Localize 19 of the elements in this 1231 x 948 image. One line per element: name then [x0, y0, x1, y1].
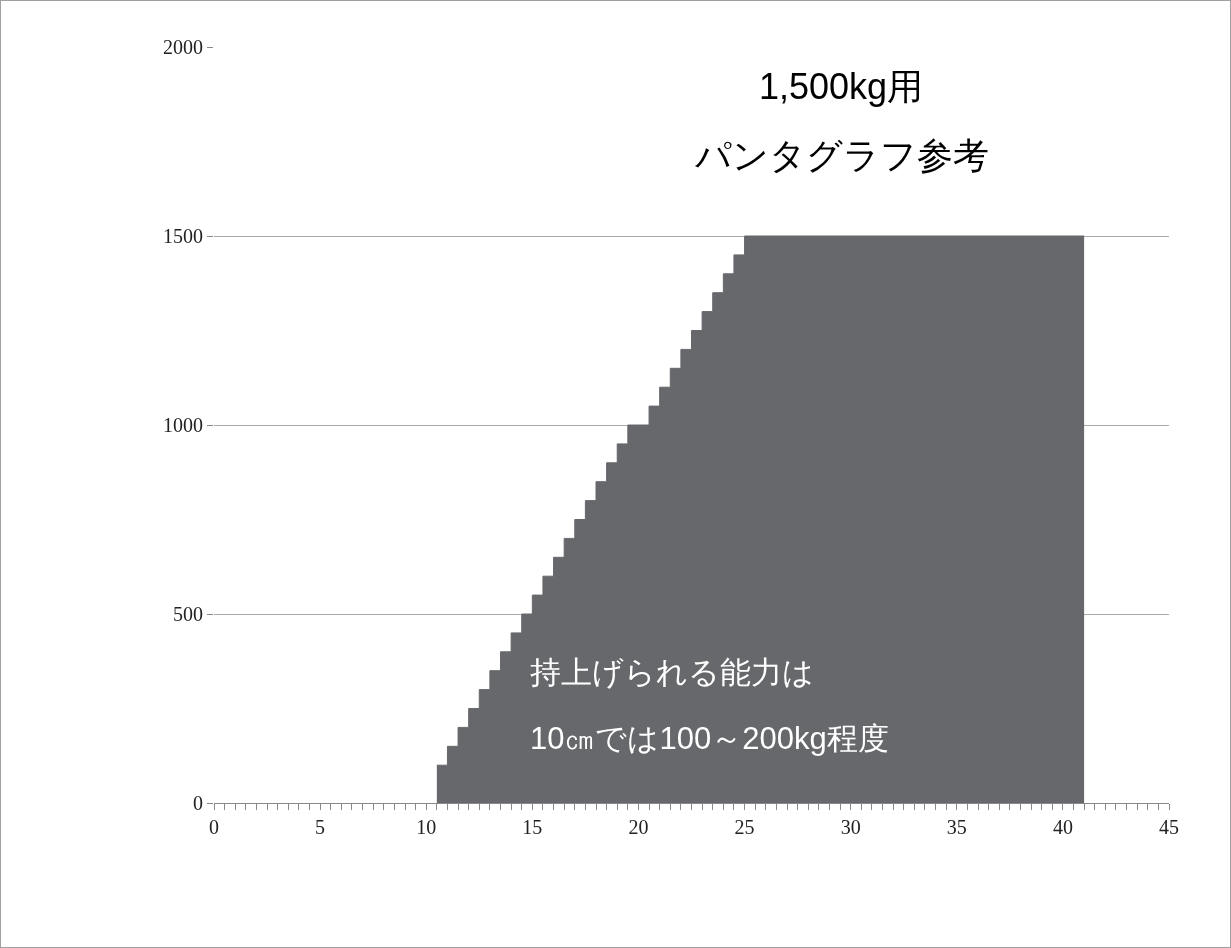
x-tick-label: 40 [1052, 816, 1073, 838]
y-tick-label: 500 [173, 603, 203, 625]
x-tick-label: 0 [209, 816, 219, 838]
annotation: 10㎝では100～200kg程度 [530, 721, 889, 756]
y-tick-label: 2000 [163, 36, 203, 58]
x-tick-label: 20 [628, 816, 649, 838]
x-tick-label: 10 [416, 816, 437, 838]
annotation: パンタグラフ参考 [694, 135, 989, 176]
annotation: 持上げられる能力は [530, 655, 814, 690]
y-tick-label: 0 [193, 792, 203, 814]
y-tick-label: 1500 [163, 225, 203, 247]
y-tick-label: 1000 [163, 414, 203, 436]
x-tick-label: 15 [522, 816, 543, 838]
x-tick-label: 25 [734, 816, 755, 838]
x-tick-label: 5 [315, 816, 326, 838]
x-tick-label: 35 [946, 816, 967, 838]
annotation: 1,500kg用 [759, 66, 924, 107]
x-tick-label: 30 [840, 816, 861, 838]
x-tick-label: 45 [1159, 816, 1179, 838]
